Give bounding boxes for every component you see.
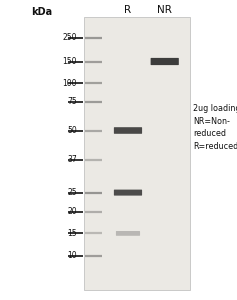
Text: kDa: kDa [31,7,52,17]
Text: 37: 37 [67,155,77,164]
FancyBboxPatch shape [114,190,142,196]
Text: 25: 25 [67,188,77,197]
Text: 50: 50 [67,126,77,135]
Text: 20: 20 [67,207,77,216]
Text: 15: 15 [67,229,77,238]
Text: 250: 250 [63,33,77,42]
FancyBboxPatch shape [116,231,140,236]
Text: 75: 75 [67,98,77,106]
Text: 2ug loading
NR=Non-
reduced
R=reduced: 2ug loading NR=Non- reduced R=reduced [193,104,237,151]
Bar [84,16,190,290]
Text: 10: 10 [67,251,77,260]
Text: NR: NR [157,4,172,15]
Text: 100: 100 [63,79,77,88]
FancyBboxPatch shape [114,127,142,134]
FancyBboxPatch shape [150,58,179,65]
Text: 150: 150 [63,57,77,66]
Text: R: R [124,4,132,15]
